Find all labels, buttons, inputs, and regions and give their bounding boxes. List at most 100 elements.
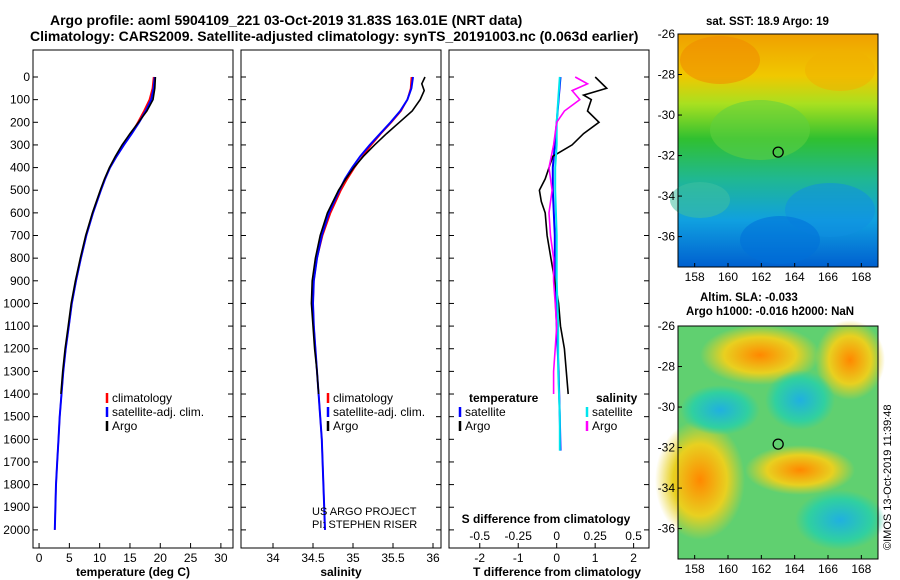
xtick-s-label: 0.25	[583, 529, 607, 543]
map-lat-label: -32	[658, 441, 676, 455]
sst-blob	[680, 36, 760, 84]
xtick-label: 1	[592, 551, 599, 565]
title-line2: Climatology: CARS2009. Satellite-adjuste…	[30, 28, 639, 44]
project-line2: PI: STEPHEN RISER	[312, 519, 418, 531]
series-difference-temperature-argo	[538, 76, 609, 395]
xtick-label: 35.5	[381, 551, 405, 565]
map-lat-label: -30	[658, 108, 676, 122]
xtick-label: 2	[630, 551, 637, 565]
xlabel-salinity: salinity	[320, 565, 362, 579]
series-temperature-climatology	[54, 76, 155, 530]
sst-blob	[710, 100, 810, 160]
sst-blob	[670, 182, 730, 218]
ytick-label: 100	[10, 93, 30, 107]
map-lon-label: 162	[751, 562, 771, 576]
series-salinity-climatology	[312, 76, 413, 530]
argo-position-marker	[772, 438, 784, 450]
map-frame-sla	[677, 325, 879, 560]
map-lat-label: -36	[658, 522, 676, 536]
xtick-label: 34	[266, 551, 280, 565]
ytick-label: 0	[23, 70, 30, 84]
map-lon-label: 160	[718, 270, 738, 284]
ytick-label: 700	[10, 229, 30, 243]
map-frame-sst	[677, 33, 879, 268]
ytick-label: 500	[10, 183, 30, 197]
ytick-label: 1800	[3, 478, 30, 492]
project-line1: US ARGO PROJECT	[312, 506, 417, 518]
xtick-label: 30	[214, 551, 228, 565]
diff-legend-temperature: temperature	[469, 391, 539, 405]
ytick-label: 900	[10, 274, 30, 288]
ytick-label: 1000	[3, 296, 30, 310]
xlabel2-difference: S difference from climatology	[462, 512, 631, 526]
map-lat-label: -34	[658, 481, 676, 495]
map-lat-label: -32	[658, 149, 676, 163]
map-lon-label: 162	[751, 270, 771, 284]
argo-position-marker	[772, 146, 784, 158]
xtick-label: 20	[154, 551, 168, 565]
diff-legend-t-label-0: satellite	[465, 405, 506, 419]
sla-blob	[795, 490, 885, 550]
map-lon-label: 158	[685, 270, 705, 284]
imos-credit: ©IMOS 13-Oct-2019 11:39:48	[882, 404, 894, 550]
xtick-s-label: -0.25	[505, 529, 533, 543]
xtick-label: 35	[346, 551, 360, 565]
title-line1: Argo profile: aoml 5904109_221 03-Oct-20…	[50, 12, 523, 28]
map-lat-label: -26	[658, 27, 676, 41]
sla-blob	[765, 370, 835, 430]
xtick-label: 34.5	[301, 551, 325, 565]
diff-legend-t-label-1: Argo	[465, 419, 491, 433]
map-lat-label: -34	[658, 189, 676, 203]
ytick-label: 200	[10, 115, 30, 129]
series-difference-salinity-argo	[548, 76, 590, 394]
xlabel-temperature: temperature (deg C)	[76, 565, 190, 579]
xtick-label: -2	[474, 551, 485, 565]
map-lat-label: -36	[658, 230, 676, 244]
xtick-s-label: 0.5	[625, 529, 642, 543]
ytick-label: 300	[10, 138, 30, 152]
sal-legend-label-2: Argo	[333, 419, 359, 433]
map-lat-label: -26	[658, 319, 676, 333]
diff-legend-s-label-1: Argo	[592, 419, 618, 433]
xtick-label: 0	[553, 551, 560, 565]
map-lon-label: 160	[718, 562, 738, 576]
series-temperature-argo	[60, 76, 157, 395]
ytick-label: 1600	[3, 432, 30, 446]
xlabel-difference: T difference from climatology	[473, 565, 641, 579]
sst-blob	[805, 49, 875, 91]
map-lon-label: 168	[851, 562, 871, 576]
series-salinity-satellite-adj-clim-	[311, 76, 414, 530]
sla-blob	[815, 320, 885, 400]
map-lat-label: -28	[658, 68, 676, 82]
map-lon-label: 166	[818, 270, 838, 284]
ytick-label: 1900	[3, 500, 30, 514]
map-lon-label: 164	[785, 562, 805, 576]
sla-title2: Argo h1000: -0.016 h2000: NaN	[686, 306, 855, 318]
map-lon-label: 168	[851, 270, 871, 284]
series-difference-salinity-satellite	[554, 76, 561, 451]
sla-blob	[700, 325, 820, 385]
xtick-label: 15	[123, 551, 137, 565]
map-lon-label: 158	[685, 562, 705, 576]
xtick-label: 25	[184, 551, 198, 565]
sla-blob	[745, 445, 855, 495]
xtick-label: -1	[513, 551, 524, 565]
sal-legend-label-1: satellite-adj. clim.	[333, 405, 425, 419]
series-salinity-argo	[310, 76, 426, 395]
map-lat-label: -30	[658, 400, 676, 414]
panel-frame-temperature	[32, 49, 234, 549]
xtick-label: 5	[66, 551, 73, 565]
map-lon-label: 164	[785, 270, 805, 284]
temp-legend-label-0: climatology	[112, 391, 172, 405]
sst-title: sat. SST: 18.9 Argo: 19	[706, 16, 829, 28]
ytick-label: 1500	[3, 410, 30, 424]
sla-blob	[680, 385, 760, 435]
ytick-label: 2000	[3, 523, 30, 537]
ytick-label: 1300	[3, 364, 30, 378]
xtick-s-label: -0.5	[469, 529, 490, 543]
xtick-label: 36	[426, 551, 440, 565]
ytick-label: 1400	[3, 387, 30, 401]
xtick-label: 0	[36, 551, 43, 565]
sal-legend-label-0: climatology	[333, 391, 393, 405]
